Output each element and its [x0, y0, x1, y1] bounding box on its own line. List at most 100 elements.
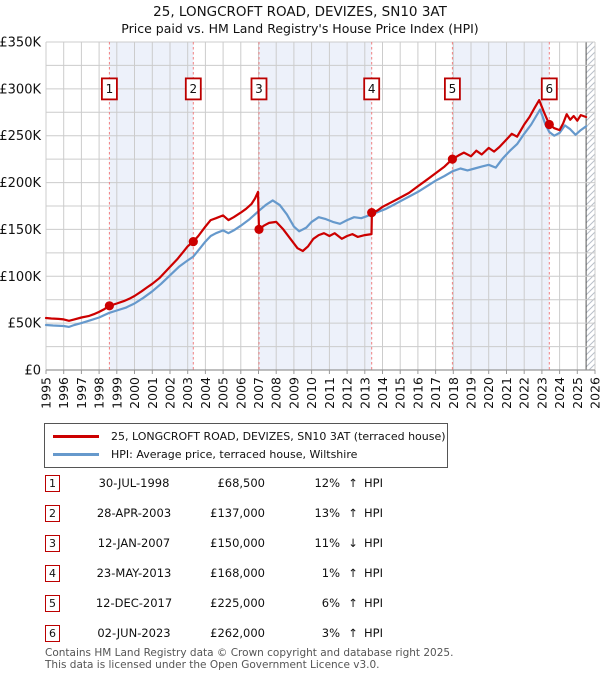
- x-axis-year-label: 1997: [74, 377, 89, 409]
- svg-text:1: 1: [106, 82, 114, 96]
- sale-price: £168,000: [210, 566, 265, 580]
- price-history-chart: 1 2 3 4 5 6 £0 £50K £100K £150K £200K £250K £300K £35…: [0, 36, 600, 409]
- table-row: 3 12-JAN-2007 £150,000 11% ↓ HPI: [45, 528, 395, 558]
- hpi-series-swatch: [53, 452, 99, 456]
- sale-hpi-label: HPI: [364, 476, 383, 490]
- sale-date: 30-JUL-1998: [98, 476, 170, 490]
- hpi-direction-arrow-icon: ↑: [348, 596, 358, 610]
- sale-number-badge: 1: [45, 474, 60, 492]
- x-axis-year-label: 2000: [127, 377, 142, 409]
- x-axis-year-label: 2025: [570, 377, 585, 409]
- sale-date: 12-JAN-2007: [97, 536, 171, 550]
- price-series-line: [44, 98, 588, 322]
- x-axis-year-label: 2021: [499, 377, 514, 409]
- sale-number-badge: 2: [45, 504, 60, 522]
- x-axis-year-label: 2024: [552, 377, 567, 409]
- sale-hpi-percent: 11%: [314, 536, 340, 550]
- sale-marker-dot: [254, 224, 264, 234]
- page-title: 25, LONGCROFT ROAD, DEVIZES, SN10 3AT: [153, 4, 447, 20]
- sale-price: £150,000: [210, 536, 265, 550]
- y-axis-price-label: £300K: [0, 82, 41, 97]
- legend-item-hpi: HPI: Average price, terraced house, Wilt…: [53, 445, 447, 463]
- x-axis-year-label: 2026: [588, 377, 600, 409]
- footer-line-2: This data is licensed under the Open Gov…: [45, 658, 380, 671]
- x-axis-year-label: 2003: [180, 377, 195, 409]
- sale-hpi-label: HPI: [364, 596, 383, 610]
- sale-marker-dot: [188, 237, 198, 247]
- legend-label-hpi: HPI: Average price, terraced house, Wilt…: [111, 447, 358, 461]
- x-axis-year-label: 1999: [109, 377, 124, 409]
- x-axis-year-label: 2011: [322, 377, 337, 409]
- sale-marker-flag: 4: [363, 77, 381, 101]
- sale-marker-dot: [104, 301, 114, 311]
- y-axis-price-label: £200K: [0, 176, 41, 191]
- x-axis-year-label: 2010: [304, 377, 319, 409]
- x-axis-year-label: 2020: [481, 377, 496, 409]
- sale-hpi-percent: 1%: [321, 566, 340, 580]
- legend-item-price-paid: 25, LONGCROFT ROAD, DEVIZES, SN10 3AT (t…: [53, 427, 447, 445]
- x-axis-year-label: 2018: [446, 377, 461, 409]
- chart-header: 25, LONGCROFT ROAD, DEVIZES, SN10 3AT Pr…: [0, 0, 600, 37]
- sale-marker-flag: 3: [250, 77, 268, 101]
- x-axis-year-label: 2015: [393, 377, 408, 409]
- sale-hpi-label: HPI: [364, 566, 383, 580]
- sale-date: 02-JUN-2023: [97, 626, 171, 640]
- hpi-direction-arrow-icon: ↑: [348, 566, 358, 580]
- sale-hpi-percent: 6%: [321, 596, 340, 610]
- y-axis-price-label: £0: [24, 364, 41, 379]
- x-axis-year-label: 2023: [534, 377, 549, 409]
- hpi-direction-arrow-icon: ↑: [348, 476, 358, 490]
- x-axis-year-label: 2019: [464, 377, 479, 409]
- sale-date: 23-MAY-2013: [96, 566, 172, 580]
- x-axis-year-label: 1995: [39, 377, 54, 409]
- table-row: 1 30-JUL-1998 £68,500 12% ↑ HPI: [45, 468, 395, 498]
- y-axis-price-label: £350K: [0, 36, 41, 51]
- price-series-swatch: [53, 434, 99, 438]
- x-axis-year-label: 2001: [145, 377, 160, 409]
- chart-legend: 25, LONGCROFT ROAD, DEVIZES, SN10 3AT (t…: [44, 423, 448, 468]
- x-axis-year-label: 2005: [216, 377, 231, 409]
- page-subtitle: Price paid vs. HM Land Registry's House …: [121, 21, 479, 36]
- sale-hpi-label: HPI: [364, 536, 383, 550]
- x-axis-year-label: 2012: [340, 377, 355, 409]
- x-axis-year-label: 2017: [428, 377, 443, 409]
- x-axis-year-label: 2009: [286, 377, 301, 409]
- sale-number-badge: 5: [45, 594, 60, 612]
- svg-text:3: 3: [255, 82, 263, 96]
- sale-marker-dot: [367, 208, 377, 218]
- sale-marker-flag: 6: [540, 77, 558, 101]
- sale-hpi-percent: 13%: [314, 506, 340, 520]
- x-axis-year-label: 2004: [198, 377, 213, 409]
- footer-line-1: Contains HM Land Registry data © Crown c…: [45, 647, 454, 659]
- sale-number-badge: 4: [45, 564, 60, 582]
- svg-text:5: 5: [449, 82, 457, 96]
- sale-number-badge: 3: [45, 534, 60, 552]
- svg-text:2: 2: [189, 82, 197, 96]
- sale-hpi-label: HPI: [364, 626, 383, 640]
- svg-text:4: 4: [368, 82, 376, 96]
- hpi-direction-arrow-icon: ↓: [348, 536, 358, 550]
- hpi-direction-arrow-icon: ↑: [348, 506, 358, 520]
- sale-price: £68,500: [217, 476, 265, 490]
- x-axis-year-label: 1996: [56, 377, 71, 409]
- x-axis-year-label: 2007: [251, 377, 266, 409]
- table-row: 2 28-APR-2003 £137,000 13% ↑ HPI: [45, 498, 395, 528]
- sale-price: £137,000: [210, 506, 265, 520]
- hpi-series-line: [44, 108, 588, 328]
- table-row: 6 02-JUN-2023 £262,000 3% ↑ HPI: [45, 618, 395, 648]
- sale-hpi-percent: 3%: [321, 626, 340, 640]
- sale-date: 28-APR-2003: [96, 506, 172, 520]
- svg-text:6: 6: [545, 82, 553, 96]
- sale-number-badge: 6: [45, 624, 60, 642]
- sale-price: £262,000: [210, 626, 265, 640]
- x-axis-year-label: 2006: [233, 377, 248, 409]
- sale-marker-flag: 5: [443, 77, 461, 101]
- x-axis-year-label: 2013: [357, 377, 372, 409]
- x-axis-year-label: 2002: [163, 377, 178, 409]
- sale-marker-flag: 1: [101, 77, 118, 101]
- sales-history-table: 1 30-JUL-1998 £68,500 12% ↑ HPI 2 28-APR-2003 £1…: [45, 468, 395, 648]
- x-axis-year-label: 2014: [375, 377, 390, 409]
- y-axis-price-label: £100K: [0, 270, 41, 285]
- sale-price: £225,000: [210, 596, 265, 610]
